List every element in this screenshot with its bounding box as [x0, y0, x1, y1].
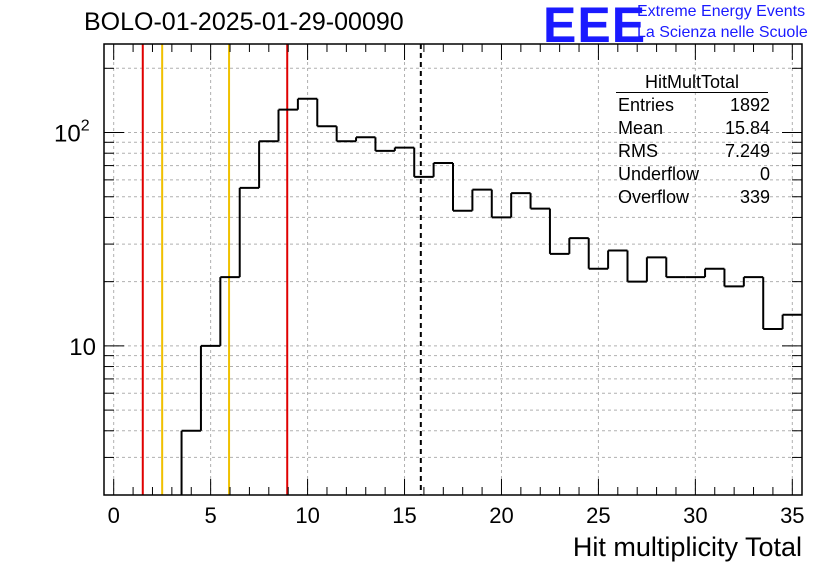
stats-row: Overflow 339 — [610, 186, 774, 209]
stats-label: Underflow — [618, 164, 700, 184]
axis-ticks — [104, 44, 802, 496]
x-tick-label: 0 — [108, 503, 120, 528]
stats-title: HitMultTotal — [616, 72, 768, 93]
stats-row: Underflow 0 — [610, 163, 774, 186]
stats-value: 15.84 — [724, 118, 770, 138]
x-tick-label: 10 — [295, 503, 319, 528]
stats-box: HitMultTotal Entries 1892 Mean 15.84 RMS 7.24… — [610, 72, 774, 209]
plot-frame — [103, 43, 803, 496]
stats-label: Entries — [618, 95, 675, 115]
marker-lines — [141, 44, 422, 495]
histogram-series — [180, 97, 802, 495]
stats-value: 1892 — [729, 95, 770, 115]
x-tick-label: 30 — [683, 503, 707, 528]
chart-title: BOLO-01-2025-01-29-00090 — [84, 8, 404, 36]
stats-label: Overflow — [618, 187, 690, 207]
x-tick-label: 15 — [392, 503, 416, 528]
stats-label: Mean — [618, 118, 664, 138]
stats-row: Mean 15.84 — [610, 117, 774, 140]
stats-label: RMS — [618, 141, 658, 161]
x-tick-label: 5 — [205, 503, 217, 528]
stats-value: 7.249 — [724, 141, 770, 161]
eee-logo: EEE — [543, 0, 647, 53]
y-tick-label: 102 — [54, 118, 90, 148]
stats-value: 339 — [739, 187, 770, 207]
stats-row: Entries 1892 — [610, 94, 774, 117]
stats-value: 0 — [759, 164, 770, 184]
x-axis-label: Hit multiplicity Total — [572, 532, 802, 562]
logo-line-2: La Scienza nelle Scuole — [637, 24, 808, 41]
logo-line-1: Extreme Energy Events — [637, 3, 806, 20]
y-tick-label-exponent: 2 — [81, 118, 90, 135]
stats-row: RMS 7.249 — [610, 140, 774, 163]
x-tick-label: 35 — [780, 503, 804, 528]
x-tick-label: 20 — [489, 503, 513, 528]
y-tick-label-base: 10 — [54, 121, 81, 148]
y-tick-label: 10 — [69, 334, 96, 361]
x-tick-label: 25 — [586, 503, 610, 528]
